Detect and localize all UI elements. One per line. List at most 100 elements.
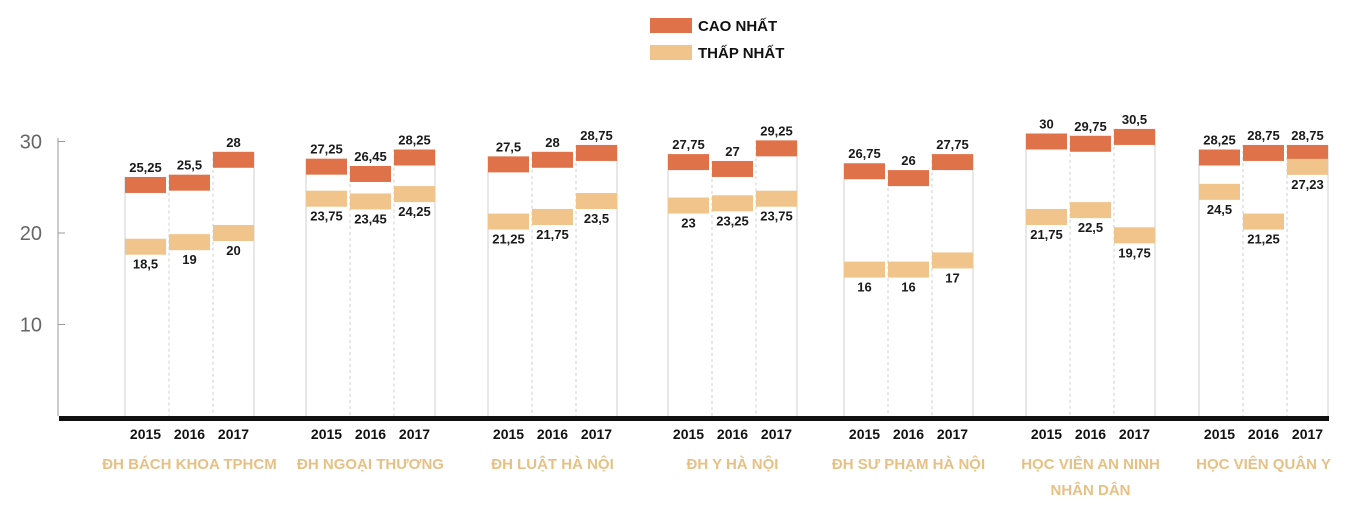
legend-label-low: THẤP NHẤT <box>698 45 784 62</box>
high-score-label: 28,25 <box>1203 133 1236 148</box>
low-score-bar <box>1199 183 1240 200</box>
high-score-label: 27,75 <box>672 137 705 152</box>
high-score-label: 27 <box>725 144 739 159</box>
high-score-label: 30 <box>1039 117 1053 132</box>
high-score-label: 28 <box>226 135 240 150</box>
low-score-label: 21,25 <box>492 232 525 247</box>
year-tick-label: 2015 <box>130 426 161 442</box>
low-score-label: 21,25 <box>1247 232 1280 247</box>
high-score-label: 25,25 <box>129 160 162 175</box>
group-label: ĐH NGOẠI THƯƠNG <box>297 456 444 473</box>
x-axis-baseline <box>59 416 1329 421</box>
group-label: HỌC VIÊN AN NINH <box>1021 455 1160 473</box>
year-tick-label: 2017 <box>937 426 968 442</box>
group-label: HỌC VIÊN QUÂN Y <box>1196 455 1331 473</box>
high-score-bar <box>756 140 797 157</box>
low-score-label: 19 <box>182 252 196 267</box>
legend-swatch-high <box>650 18 692 33</box>
year-tick-label: 2015 <box>1204 426 1235 442</box>
high-score-bar <box>488 156 529 173</box>
group-label: ĐH Y HÀ NỘI <box>687 455 779 473</box>
year-tick-label: 2015 <box>849 426 880 442</box>
low-score-bar <box>1070 202 1111 219</box>
high-score-label: 28,75 <box>1247 128 1280 143</box>
high-score-bar <box>394 149 435 166</box>
high-score-bar <box>169 174 210 191</box>
group-label: NHÂN DÂN <box>1051 481 1131 499</box>
low-score-bar <box>125 238 166 255</box>
year-tick-label: 2016 <box>1248 426 1279 442</box>
high-score-bar <box>1070 135 1111 152</box>
low-score-bar <box>932 252 973 269</box>
low-score-bar <box>888 261 929 278</box>
low-score-label: 16 <box>857 280 871 295</box>
low-score-label: 19,75 <box>1118 245 1151 260</box>
low-score-bar <box>844 261 885 278</box>
low-score-bar <box>576 192 617 209</box>
high-score-label: 29,25 <box>760 123 793 138</box>
high-score-label: 27,75 <box>936 137 969 152</box>
high-score-bar <box>306 158 347 175</box>
low-score-bar <box>1243 213 1284 230</box>
high-score-label: 27,25 <box>310 142 343 157</box>
group-label: ĐH SƯ PHẠM HÀ NỘI <box>832 455 985 473</box>
high-score-bar <box>888 170 929 187</box>
low-score-label: 23,45 <box>354 211 387 226</box>
low-score-label: 20 <box>226 243 240 258</box>
year-tick-label: 2015 <box>311 426 342 442</box>
legend-label-high: CAO NHẤT <box>698 18 777 35</box>
high-score-label: 28,75 <box>580 128 613 143</box>
year-tick-label: 2016 <box>1075 426 1106 442</box>
year-tick-label: 2016 <box>355 426 386 442</box>
high-score-bar <box>932 154 973 171</box>
high-score-label: 30,5 <box>1122 112 1147 127</box>
high-score-bar <box>1287 144 1328 161</box>
high-score-bar <box>350 165 391 182</box>
low-score-label: 27,23 <box>1291 177 1324 192</box>
high-score-label: 28,25 <box>398 133 431 148</box>
legend-swatch-low <box>650 45 692 60</box>
year-tick-label: 2016 <box>537 426 568 442</box>
low-score-bar <box>350 193 391 210</box>
year-tick-label: 2017 <box>581 426 612 442</box>
year-tick-label: 2015 <box>493 426 524 442</box>
low-score-bar <box>1287 158 1328 175</box>
low-score-bar <box>668 197 709 214</box>
low-score-bar <box>488 213 529 230</box>
low-score-label: 17 <box>945 270 959 285</box>
high-score-label: 26,45 <box>354 149 387 164</box>
low-score-label: 16 <box>901 280 915 295</box>
high-score-bar <box>844 163 885 180</box>
low-score-bar <box>306 190 347 207</box>
low-score-label: 23,25 <box>716 213 749 228</box>
low-score-bar <box>394 186 435 203</box>
low-score-label: 18,5 <box>133 257 158 272</box>
low-score-bar <box>169 234 210 251</box>
y-tick-label-20: 20 <box>20 223 42 245</box>
year-tick-label: 2016 <box>893 426 924 442</box>
low-score-bar <box>1026 208 1067 225</box>
y-tick-label-10: 10 <box>20 315 42 337</box>
low-score-label: 24,25 <box>398 204 431 219</box>
high-score-label: 28 <box>545 135 559 150</box>
low-score-label: 23,75 <box>310 209 343 224</box>
year-tick-label: 2016 <box>717 426 748 442</box>
low-score-label: 21,75 <box>536 227 569 242</box>
high-score-bar <box>1026 133 1067 150</box>
low-score-bar <box>756 190 797 207</box>
low-score-label: 24,5 <box>1207 202 1232 217</box>
high-score-label: 29,75 <box>1074 119 1107 134</box>
year-tick-label: 2015 <box>1031 426 1062 442</box>
y-tick-label-30: 30 <box>20 132 42 154</box>
low-score-bar <box>532 208 573 225</box>
year-tick-label: 2017 <box>1292 426 1323 442</box>
low-score-bar <box>712 195 753 212</box>
high-score-label: 26 <box>901 153 915 168</box>
low-score-bar <box>213 225 254 241</box>
group-label: ĐH BÁCH KHOA TPHCM <box>102 456 276 473</box>
year-tick-label: 2017 <box>399 426 430 442</box>
high-score-bar <box>1243 144 1284 161</box>
high-score-bar <box>668 154 709 171</box>
high-score-bar <box>576 144 617 161</box>
